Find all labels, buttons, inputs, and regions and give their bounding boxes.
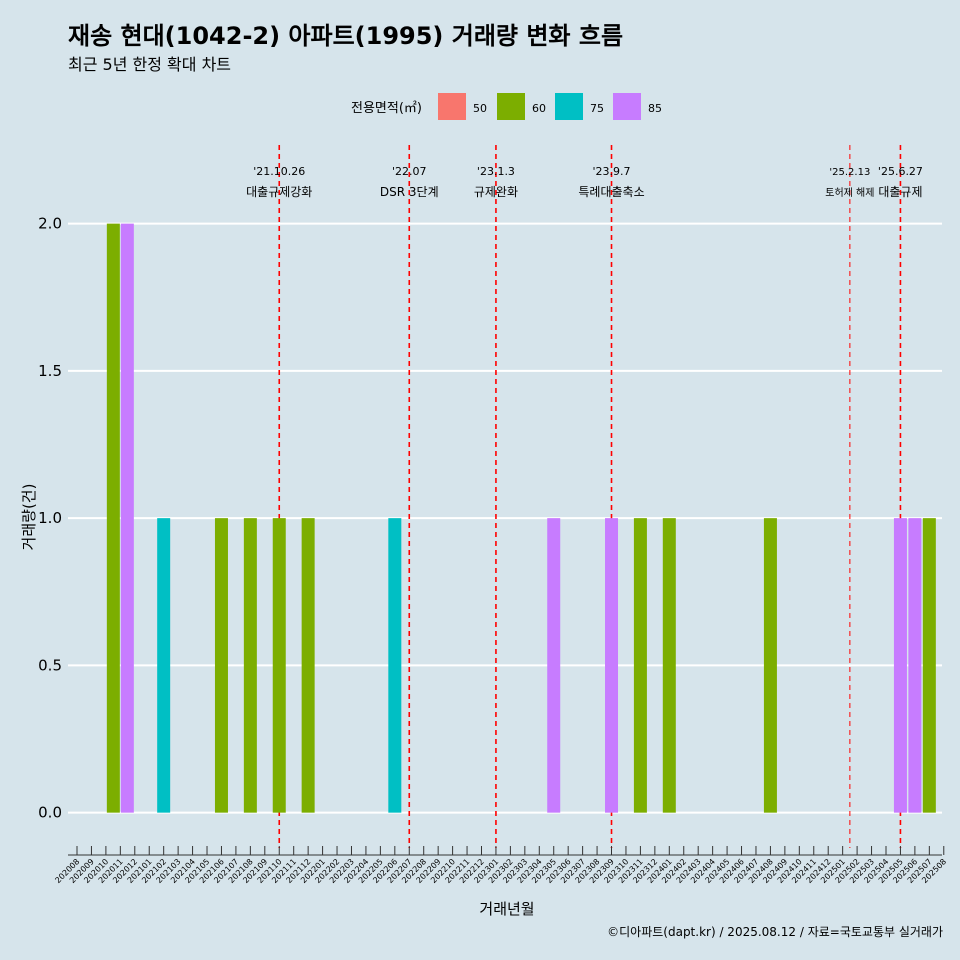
y-tick-label-3: 1.5 [38,362,62,380]
legend-swatch-75 [555,93,583,120]
event-lines [278,145,902,848]
legend-swatch-50 [438,93,466,120]
bar-202112-60 [301,518,315,813]
bar-202309-85 [605,518,619,813]
bar-202311-60 [633,518,647,813]
x-axis: 2020082020092020102020112020122021012021… [53,846,948,885]
legend-label-85: 85 [648,102,662,115]
x-axis-title: 거래년월 [479,900,534,918]
event-date-5: '25.6.27 [878,165,923,178]
y-tick-label-4: 2.0 [38,215,62,233]
event-date-1: '22.07 [392,165,427,178]
source-caption: ©디아파트(dapt.kr) / 2025.08.12 / 자료=국토교통부 실… [607,925,943,939]
bar-202505-85 [893,518,907,813]
bar-202011-60 [106,223,120,813]
y-axis: 0.0 0.5 1.0 1.5 2.0 [38,215,62,822]
event-date-4: '25.2.13 [829,167,870,178]
legend-label-50: 50 [473,102,487,115]
event-date-0: '21.10.26 [253,165,305,178]
chart-title: 재송 현대(1042-2) 아파트(1995) 거래량 변화 흐름 [68,22,623,50]
y-tick-label-1: 0.5 [38,656,62,674]
y-tick-label-0: 0.0 [38,804,62,822]
y-axis-title: 거래량(건) [20,484,38,551]
bar-202106-60 [214,518,228,813]
legend-swatch-60 [497,93,525,120]
event-date-3: '23.9.7 [593,165,631,178]
event-label-4: 토허제 해제 [825,186,874,199]
bar-202401-60 [662,518,676,813]
legend-label-75: 75 [590,102,604,115]
bar-202011-85 [120,223,134,813]
y-tick-label-2: 1.0 [38,509,62,527]
grid [68,222,942,814]
event-label-3: 특례대출축소 [578,185,644,199]
bar-202408-60 [763,518,777,813]
bar-202108-60 [243,518,257,813]
event-label-0: 대출규제강화 [246,185,312,199]
bar-202206-75 [388,518,402,813]
legend-label-60: 60 [532,102,546,115]
legend-swatch-85 [613,93,641,120]
legend-title: 전용면적(㎡) [351,101,422,116]
bar-202305-85 [547,518,561,813]
bar-202110-60 [272,518,286,813]
event-annotations: '21.10.26 대출규제강화 '22.07 DSR 3단계 '23.1.3 규제완화 '… [246,165,923,199]
event-date-2: '23.1.3 [477,165,515,178]
bar-202506-85 [908,518,922,813]
chart-subtitle: 최근 5년 한정 확대 차트 [68,55,231,74]
bar-202102-75 [157,518,171,813]
bar-202507-60 [922,518,936,813]
event-label-5: 대출규제 [878,185,922,199]
legend: 전용면적(㎡) 50 60 75 85 [351,93,662,120]
event-label-2: 규제완화 [474,185,518,199]
event-label-1: DSR 3단계 [380,185,439,199]
bars [106,223,936,813]
